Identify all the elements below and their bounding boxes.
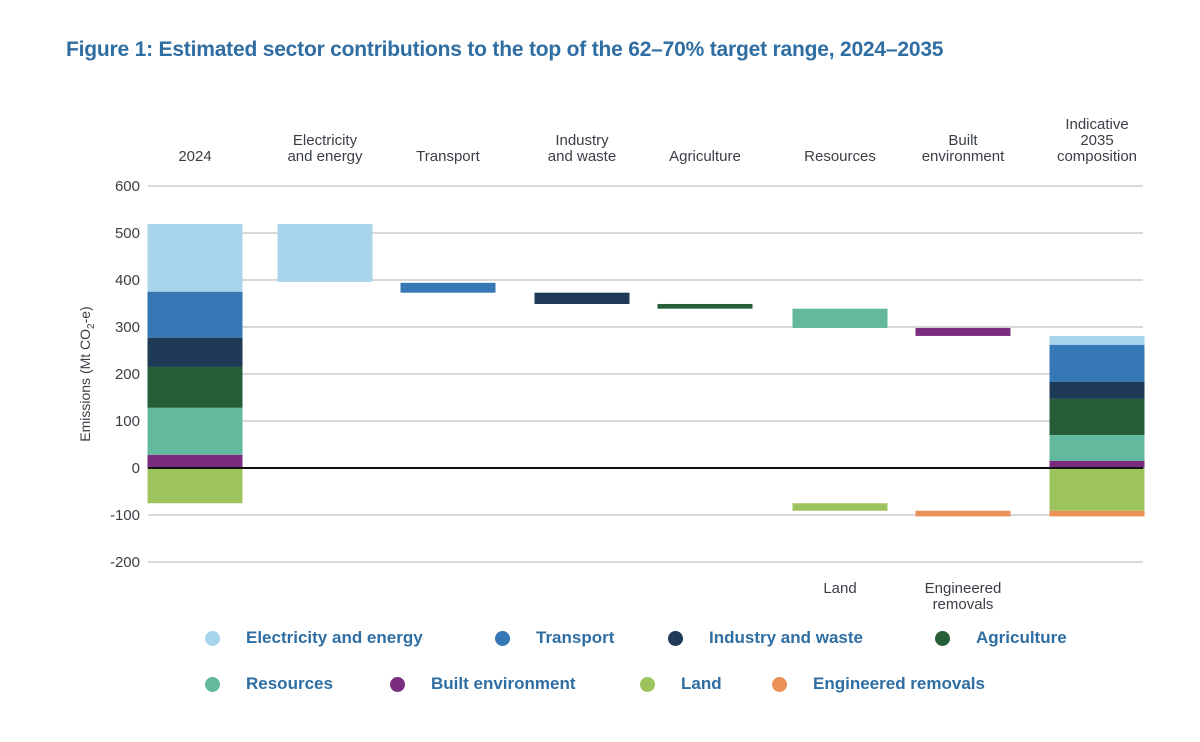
- legend-item-engineered-removals: Engineered removals: [772, 674, 985, 694]
- category-label: and energy: [287, 148, 363, 165]
- bars: [147, 224, 1145, 517]
- bar-segment-resources: [792, 308, 888, 328]
- bar-segment-agriculture: [657, 303, 753, 309]
- y-tick-label: 100: [115, 413, 140, 430]
- legend-label: Industry and waste: [709, 628, 863, 647]
- y-axis-title: Emissions (Mt CO2-e): [77, 306, 97, 441]
- legend-item-agriculture: Agriculture: [935, 628, 1067, 648]
- bar-segment-land: [1049, 468, 1145, 511]
- bar-segment-agriculture: [147, 366, 243, 408]
- bar-segment-land: [147, 468, 243, 504]
- bar-segment-transport: [147, 291, 243, 338]
- bar-segment-engineered-removals: [915, 510, 1011, 517]
- y-axis-label-subscript: 2: [86, 323, 97, 329]
- category-label: environment: [922, 148, 1005, 165]
- y-tick-label: 300: [115, 319, 140, 336]
- legend-item-resources: Resources: [205, 674, 333, 694]
- bar-segment-built-environment: [1049, 460, 1145, 468]
- legend-item-industry-and-waste: Industry and waste: [668, 628, 863, 648]
- category-label: Indicative: [1065, 116, 1128, 133]
- legend-dot-icon: [668, 630, 683, 646]
- bar-segment-agriculture: [1049, 398, 1145, 436]
- category-label: 2035: [1080, 132, 1113, 149]
- bar-segment-built-environment: [915, 327, 1011, 336]
- category-label: and waste: [548, 148, 616, 165]
- bottom-annotation-label: Engineered: [925, 580, 1002, 597]
- legend-label: Agriculture: [976, 628, 1067, 647]
- legend-item-electricity-and-energy: Electricity and energy: [205, 628, 423, 648]
- category-label: Built: [948, 132, 978, 149]
- legend-dot-icon: [205, 676, 220, 692]
- category-label: Transport: [416, 148, 480, 165]
- category-label: Electricity: [293, 132, 358, 149]
- category-label: 2024: [178, 148, 211, 165]
- bar-segment-built-environment: [147, 454, 243, 468]
- legend-label: Electricity and energy: [246, 628, 423, 647]
- bar-segment-transport: [400, 282, 496, 293]
- legend-label: Land: [681, 674, 722, 693]
- legend-dot-icon: [205, 630, 220, 646]
- legend-label: Built environment: [431, 674, 576, 693]
- y-axis-label-tail: -e): [77, 306, 93, 323]
- category-label: composition: [1057, 148, 1137, 165]
- bottom-annotation-label: removals: [933, 596, 994, 613]
- y-tick-label: 500: [115, 225, 140, 242]
- bottom-annotation-label: Land: [823, 580, 856, 597]
- bar-segment-land: [792, 503, 888, 511]
- bar-segment-electricity-and-energy: [1049, 335, 1145, 345]
- bar-segment-industry-and-waste: [534, 292, 630, 304]
- legend-dot-icon: [640, 676, 655, 692]
- y-tick-label: 200: [115, 366, 140, 383]
- legend-label: Resources: [246, 674, 333, 693]
- bar-segment-industry-and-waste: [1049, 381, 1145, 399]
- bar-segment-transport: [1049, 344, 1145, 382]
- figure-title: Figure 1: Estimated sector contributions…: [66, 38, 944, 61]
- legend-item-transport: Transport: [495, 628, 614, 648]
- legend-label: Transport: [536, 628, 615, 647]
- y-tick-label: -100: [110, 507, 140, 524]
- legend-dot-icon: [390, 676, 405, 692]
- legend-dot-icon: [772, 676, 787, 692]
- bar-segment-resources: [147, 407, 243, 455]
- legend-dot-icon: [935, 630, 950, 646]
- y-tick-label: -200: [110, 554, 140, 571]
- legend-item-built-environment: Built environment: [390, 674, 576, 694]
- bar-segment-electricity-and-energy: [277, 224, 373, 282]
- y-tick-label: 600: [115, 178, 140, 195]
- category-label: Industry: [555, 132, 609, 149]
- bar-segment-industry-and-waste: [147, 337, 243, 367]
- legend-label: Engineered removals: [813, 674, 985, 693]
- y-axis-ticks: 600 500 400 300 200 100 0 -100 -200: [110, 178, 140, 571]
- bar-segment-resources: [1049, 435, 1145, 461]
- y-axis-label-main: Emissions (Mt CO: [77, 329, 93, 442]
- category-label: Resources: [804, 148, 876, 165]
- bar-segment-electricity-and-energy: [147, 224, 243, 292]
- y-tick-label: 400: [115, 272, 140, 289]
- category-label: Agriculture: [669, 148, 741, 165]
- legend-item-land: Land: [640, 674, 722, 694]
- bar-segment-engineered-removals: [1049, 510, 1145, 517]
- y-axis-label: Emissions (Mt CO2-e): [77, 306, 97, 441]
- y-tick-label: 0: [132, 460, 140, 477]
- legend-dot-icon: [495, 630, 510, 646]
